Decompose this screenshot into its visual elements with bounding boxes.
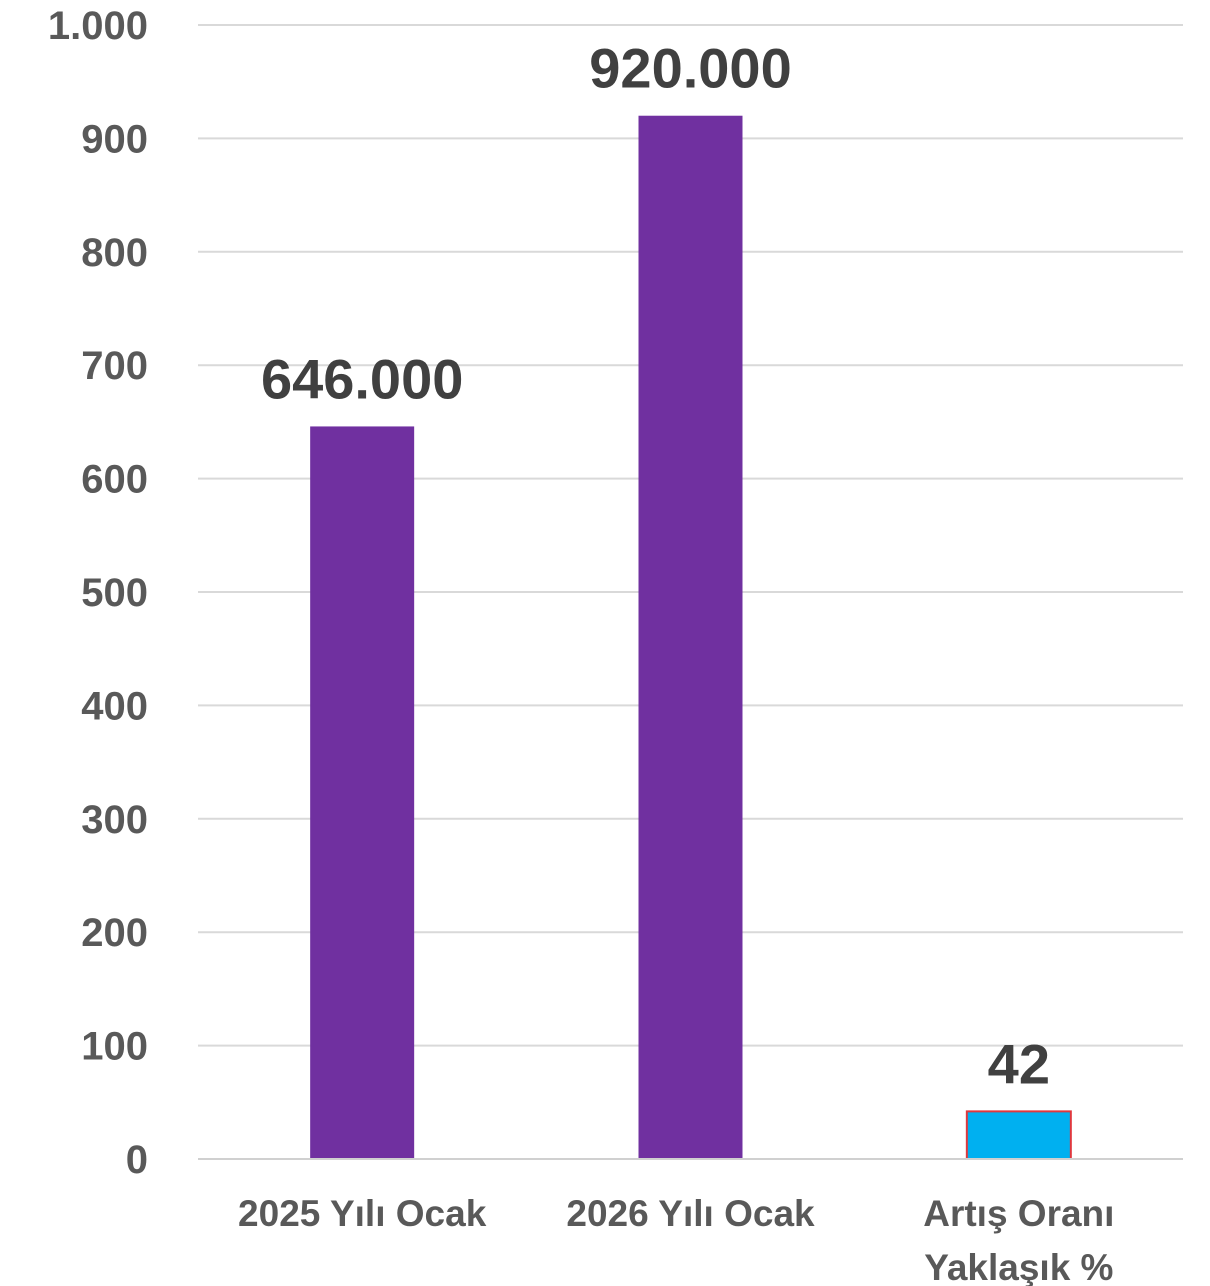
bar [310,426,415,1159]
y-tick-label: 700 [81,344,148,388]
y-tick-label: 900 [81,117,148,161]
bars [310,115,1072,1160]
x-category-label: Artış Oranı [923,1193,1114,1234]
bar [965,1110,1072,1160]
y-tick-label: 500 [81,571,148,615]
x-category-label: 2026 Yılı Ocak [566,1193,815,1234]
data-labels: 646.000 920.000 42 [261,37,1050,1096]
data-label: 646.000 [261,347,463,410]
y-axis-tick-labels: 0 100 200 300 400 500 600 700 800 900 1.000 [48,4,148,1182]
data-label: 920.000 [589,37,791,100]
y-tick-label: 800 [81,231,148,275]
y-tick-label: 600 [81,458,148,502]
y-tick-label: 0 [126,1138,148,1182]
bar [638,115,743,1160]
y-tick-label: 400 [81,684,148,728]
data-label: 42 [988,1032,1050,1095]
x-category-label: Yaklaşık % [924,1247,1113,1286]
y-tick-label: 200 [81,911,148,955]
x-category-label: 2025 Yılı Ocak [238,1193,487,1234]
x-axis-category-labels: 2025 Yılı Ocak 2026 Yılı Ocak Artış Oranı Y… [238,1193,1114,1286]
y-tick-label: 300 [81,798,148,842]
y-tick-label: 1.000 [48,4,148,48]
y-tick-label: 100 [81,1025,148,1069]
